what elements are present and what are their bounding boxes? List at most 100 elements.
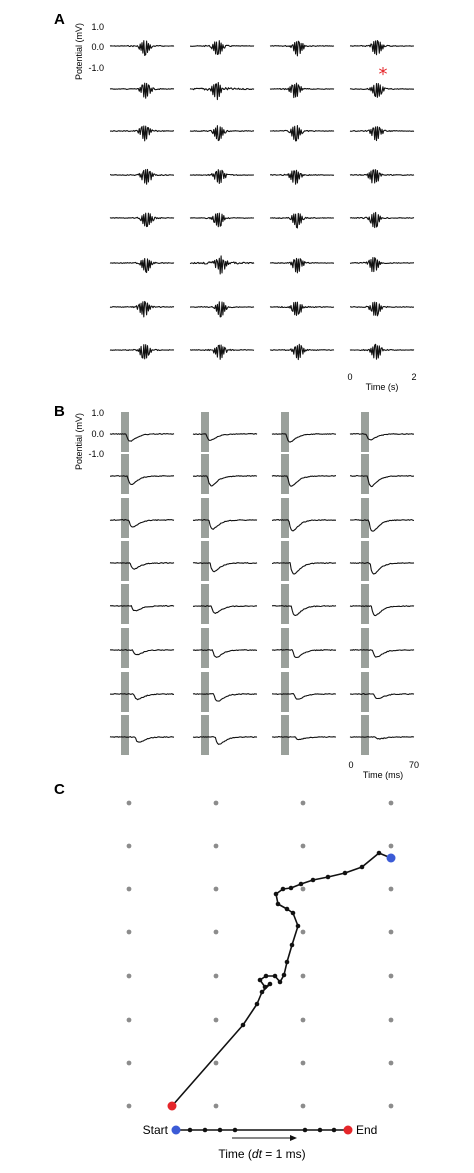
time-step-dot-7 <box>331 1127 337 1133</box>
trace-b-r8-c2 <box>192 736 258 745</box>
electrode-dot-r3-c4 <box>388 886 394 892</box>
trace-a-r1-c4 <box>349 39 414 56</box>
trajectory-end-dot <box>167 1101 177 1111</box>
electrode-dot-r3-c1 <box>126 886 132 892</box>
trace-b-r3-c2 <box>192 519 258 530</box>
trajectory-point-3 <box>259 989 265 995</box>
trace-b-r2-c2 <box>192 475 258 487</box>
electrode-dot-r2-c1 <box>126 843 132 849</box>
highlight-bar-r7-c2 <box>201 672 209 712</box>
electrode-dot-r8-c2 <box>213 1103 219 1109</box>
panel-b-label: B <box>54 403 65 420</box>
panel-a-y-axis-label: Potential (mV) <box>74 23 84 80</box>
trace-a-r5-c1 <box>109 212 175 228</box>
trajectory-point-19 <box>288 885 294 891</box>
panel-a-ytick-bottom: -1.0 <box>88 63 104 73</box>
highlight-bar-r1-c2 <box>201 412 209 452</box>
electrode-dot-r3-c2 <box>213 886 219 892</box>
trace-b-r2-c4 <box>349 475 415 488</box>
trace-b-r6-c2 <box>192 649 257 658</box>
highlight-bar-r4-c1 <box>121 541 129 581</box>
trajectory-point-21 <box>310 877 316 883</box>
panel-b-y-axis-label: Potential (mV) <box>74 413 84 470</box>
trace-b-r6-c1 <box>109 649 175 656</box>
highlight-bar-r2-c2 <box>201 454 209 494</box>
trajectory-point-6 <box>257 977 263 983</box>
trace-b-r8-c4 <box>349 736 415 740</box>
trace-a-r4-c2 <box>189 169 254 184</box>
trace-a-r7-c2 <box>190 301 255 318</box>
trace-a-r8-c4 <box>349 343 415 360</box>
trajectory-point-25 <box>376 850 382 856</box>
trace-a-r7-c4 <box>350 301 415 317</box>
trajectory-line <box>171 852 392 1107</box>
time-sequence-dots <box>171 1125 353 1135</box>
trace-b-r4-c1 <box>109 562 175 570</box>
time-step-dot-3 <box>217 1127 223 1133</box>
electrode-dot-r4-c4 <box>388 929 394 935</box>
trace-b-r3-c1 <box>109 519 175 528</box>
trace-a-r3-c4 <box>349 126 415 142</box>
highlight-bar-r8-c1 <box>121 715 129 755</box>
panel-b-highlight-bars <box>121 412 369 755</box>
highlight-bar-r7-c4 <box>361 672 369 712</box>
highlight-bar-r5-c2 <box>201 584 209 624</box>
electrode-dot-r7-c3 <box>300 1060 306 1066</box>
highlight-bar-r2-c4 <box>361 454 369 494</box>
highlight-bar-r6-c1 <box>121 628 129 668</box>
panel-b-xtick-start: 0 <box>348 760 353 770</box>
highlight-bar-r8-c3 <box>281 715 289 755</box>
trace-b-r1-c4 <box>349 433 415 441</box>
trace-b-r3-c4 <box>350 519 415 532</box>
panel-a-ytick-mid: 0.0 <box>91 42 104 52</box>
trajectory-start-dot <box>386 853 396 863</box>
panel-a-xtick-start: 0 <box>347 372 352 382</box>
electrode-dot-r4-c3 <box>300 929 306 935</box>
trajectory-point-9 <box>277 979 283 985</box>
highlight-bar-r3-c4 <box>361 498 369 538</box>
start-label: Start <box>143 1123 169 1137</box>
highlight-bar-r7-c1 <box>121 672 129 712</box>
panel-b-xtick-end: 70 <box>409 760 419 770</box>
trajectory-point-23 <box>342 870 348 876</box>
trace-b-r7-c2 <box>192 693 257 702</box>
electrode-dot-r8-c3 <box>300 1103 306 1109</box>
panel-c: C Start End Time (dt = 1 ms) <box>54 781 396 1161</box>
trace-b-r2-c1 <box>110 475 175 485</box>
panel-a-xtick-end: 2 <box>411 372 416 382</box>
time-step-dot-6 <box>317 1127 323 1133</box>
trajectory-point-4 <box>267 981 273 987</box>
electrode-dot-r7-c1 <box>126 1060 132 1066</box>
trace-b-r6-c3 <box>271 649 337 658</box>
trace-a-r8-c2 <box>189 344 255 360</box>
highlight-bar-r4-c2 <box>201 541 209 581</box>
panel-a-traces <box>109 39 415 361</box>
time-step-dot-5 <box>302 1127 308 1133</box>
electrode-dot-r8-c1 <box>126 1103 132 1109</box>
trajectory-point-12 <box>289 942 295 948</box>
electrode-dot-r5-c4 <box>388 973 394 979</box>
electrode-dot-r3-c3 <box>300 886 306 892</box>
trace-a-r2-c1 <box>109 82 175 99</box>
highlight-bar-r5-c3 <box>281 584 289 624</box>
trace-b-r7-c3 <box>271 693 336 700</box>
electrode-dot-r1-c1 <box>126 800 132 806</box>
trace-b-r2-c3 <box>271 475 336 487</box>
trajectory-point-20 <box>298 881 304 887</box>
time-arrow-head-icon <box>290 1135 297 1141</box>
electrode-dot-r6-c3 <box>300 1017 306 1023</box>
panel-c-electrode-grid <box>126 800 394 1109</box>
highlight-bar-r5-c4 <box>361 584 369 624</box>
highlight-bar-r3-c3 <box>281 498 289 538</box>
highlight-bar-r1-c1 <box>121 412 129 452</box>
highlight-bar-r1-c4 <box>361 412 369 452</box>
trace-b-r3-c3 <box>272 519 336 532</box>
panel-b-ytick-mid: 0.0 <box>91 429 104 439</box>
trace-a-r8-c1 <box>109 344 175 360</box>
end-label: End <box>356 1123 377 1137</box>
panel-a-x-axis-label: Time (s) <box>366 382 399 392</box>
legend-start-dot <box>171 1125 181 1135</box>
trace-a-r1-c1 <box>109 40 175 57</box>
trace-a-r7-c1 <box>109 300 175 318</box>
trace-a-r7-c3 <box>269 301 335 316</box>
